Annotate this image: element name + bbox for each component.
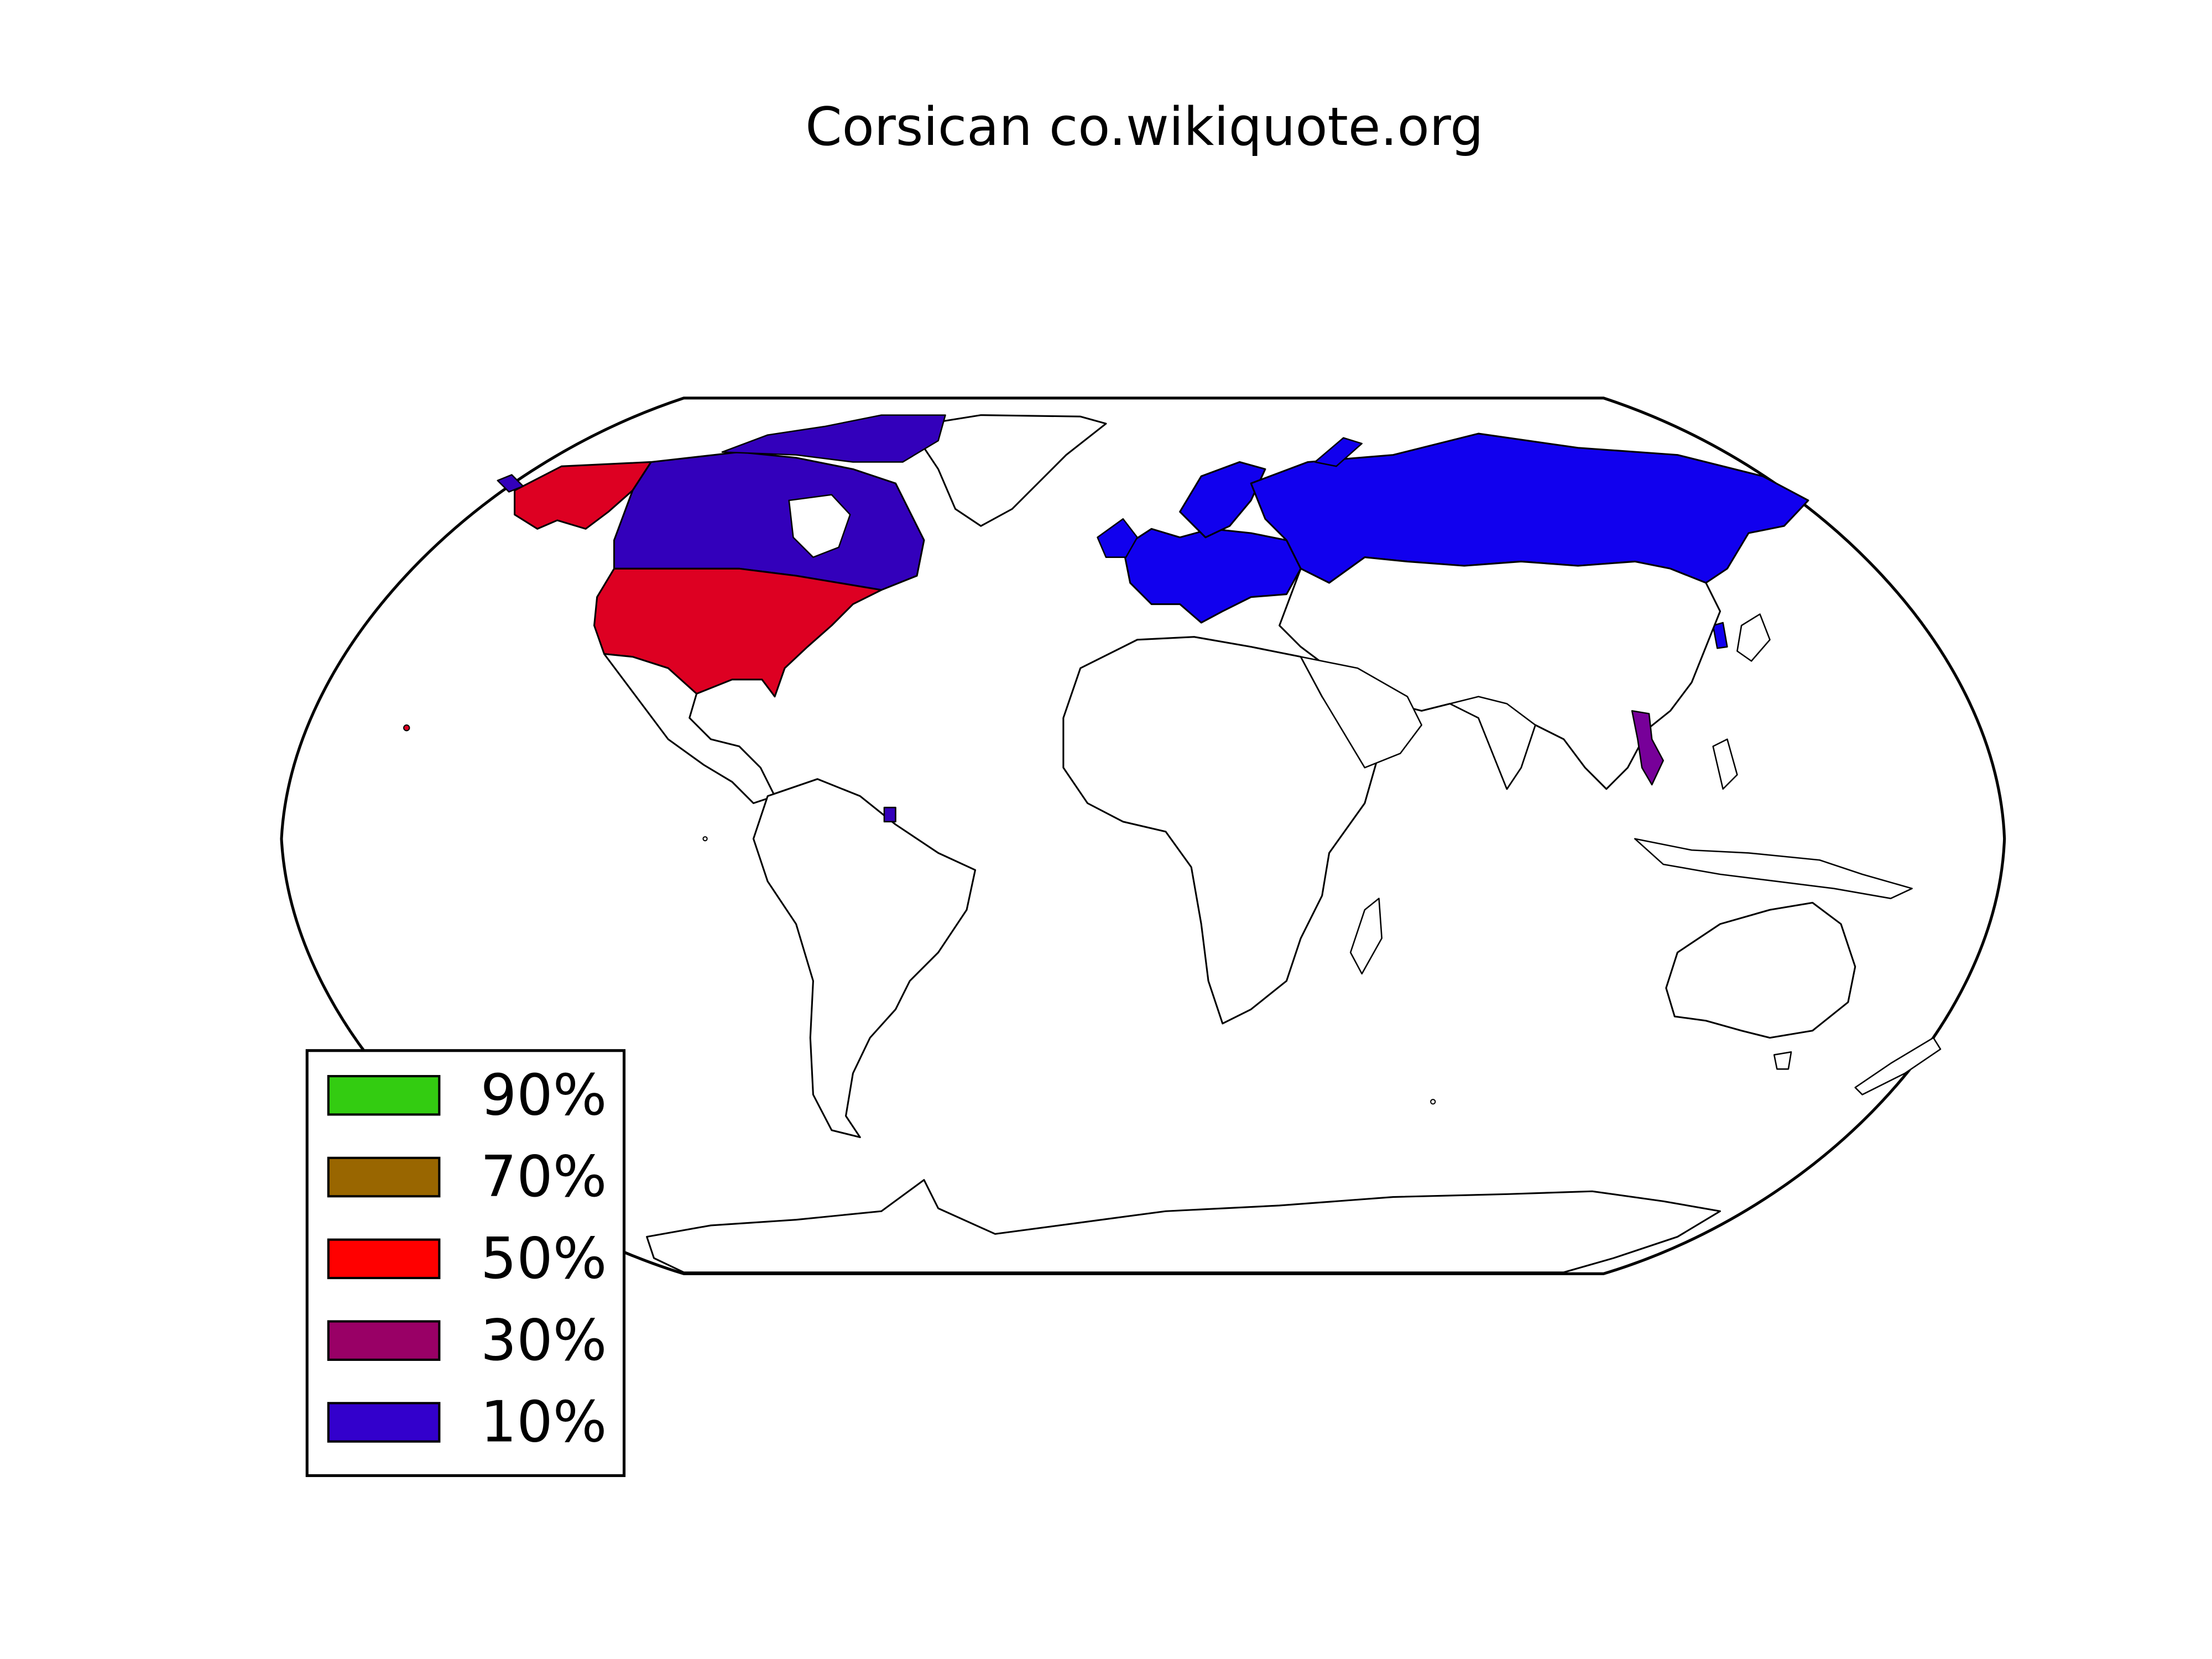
- legend-swatch: [327, 1074, 441, 1116]
- madagascar-island: [1349, 898, 1383, 975]
- legend-swatch: [327, 1320, 441, 1361]
- indian-subcontinent: [1449, 696, 1536, 790]
- legend-swatch: [327, 1156, 441, 1198]
- europe-region: [1122, 528, 1302, 624]
- legend-label: 10%: [481, 1390, 607, 1455]
- hawaii-islet: [403, 724, 410, 732]
- map-area: [280, 397, 2006, 1275]
- africa: [1062, 636, 1380, 1025]
- british-isles: [1097, 518, 1138, 558]
- southeast-asia-islands: [1634, 838, 1913, 899]
- islet: [702, 836, 708, 842]
- map-frame: [280, 397, 2006, 1275]
- aleutian-islands: [497, 474, 524, 493]
- japan-islands: [1736, 613, 1771, 662]
- legend-label: 70%: [481, 1144, 607, 1210]
- sakhalin-island: [1712, 622, 1728, 649]
- legend-label: 90%: [481, 1062, 607, 1128]
- antarctica: [646, 1179, 1721, 1274]
- legend-label: 30%: [481, 1308, 607, 1374]
- mexico-central-america: [603, 653, 776, 804]
- novaya-zemlya: [1314, 437, 1363, 467]
- legend-swatch: [327, 1238, 441, 1280]
- south-america: [752, 778, 977, 1139]
- arabian-peninsula: [1300, 656, 1422, 769]
- alaska-region: [514, 461, 652, 530]
- map-title: Corsican co.wikiquote.org: [805, 97, 1483, 158]
- australia: [1665, 901, 1856, 1039]
- tasmania-island: [1773, 1051, 1792, 1070]
- legend: 90% 70% 50% 30% 10%: [305, 1049, 626, 1477]
- islet: [1430, 1099, 1436, 1105]
- hudson-bay: [788, 494, 851, 558]
- french-guiana: [883, 806, 896, 823]
- philippines-islands: [1712, 738, 1738, 790]
- legend-label: 50%: [481, 1226, 607, 1292]
- vietnam-region: [1631, 710, 1664, 786]
- new-zealand: [1854, 1037, 1942, 1095]
- canadian-arctic-islands: [721, 414, 946, 463]
- legend-swatch: [327, 1402, 441, 1443]
- scandinavia: [1179, 461, 1266, 539]
- greenland-land: [909, 414, 1107, 527]
